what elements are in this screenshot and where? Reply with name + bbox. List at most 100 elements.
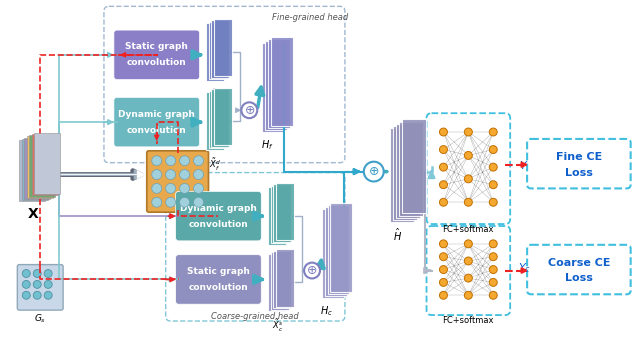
Circle shape	[33, 280, 41, 288]
Circle shape	[440, 278, 447, 286]
Circle shape	[180, 170, 189, 180]
Circle shape	[193, 197, 204, 207]
Circle shape	[440, 163, 447, 171]
Text: Coarse CE: Coarse CE	[548, 258, 610, 268]
Bar	[271, 186, 289, 243]
Bar	[330, 203, 352, 292]
Bar	[211, 89, 229, 147]
Bar	[271, 252, 289, 310]
Bar	[393, 126, 417, 220]
Text: Fine CE: Fine CE	[556, 152, 602, 162]
Bar	[268, 39, 290, 128]
Bar	[207, 92, 225, 150]
Text: $\hat{H}$: $\hat{H}$	[393, 227, 402, 243]
Circle shape	[166, 170, 175, 180]
Text: FC+softmax: FC+softmax	[443, 225, 494, 234]
Text: Loss: Loss	[565, 273, 593, 284]
Circle shape	[489, 146, 497, 154]
Circle shape	[440, 146, 447, 154]
Circle shape	[166, 197, 175, 207]
Bar	[273, 251, 291, 308]
Bar	[214, 19, 232, 76]
Text: $\tilde{X}_c^s$: $\tilde{X}_c^s$	[271, 318, 283, 334]
Bar	[328, 205, 349, 294]
Bar	[273, 185, 291, 242]
Circle shape	[489, 128, 497, 136]
Bar	[211, 20, 229, 78]
Circle shape	[152, 184, 162, 193]
Circle shape	[193, 170, 204, 180]
Circle shape	[489, 278, 497, 286]
Text: $\tilde{X}_c^d$: $\tilde{X}_c^d$	[271, 252, 283, 268]
Circle shape	[489, 163, 497, 171]
Circle shape	[489, 240, 497, 248]
FancyBboxPatch shape	[175, 255, 261, 304]
Text: Dynamic graph: Dynamic graph	[180, 204, 257, 213]
Bar	[265, 41, 287, 130]
Bar	[262, 43, 284, 132]
Text: Loss: Loss	[565, 168, 593, 177]
Bar	[276, 183, 294, 240]
Bar	[209, 91, 227, 148]
FancyBboxPatch shape	[147, 151, 209, 212]
Circle shape	[465, 128, 472, 136]
Circle shape	[440, 266, 447, 273]
Text: $\oplus$: $\oplus$	[368, 165, 380, 178]
Circle shape	[193, 156, 204, 166]
Text: Static graph: Static graph	[125, 42, 188, 51]
Circle shape	[440, 253, 447, 261]
Text: $\oplus$: $\oplus$	[244, 104, 255, 117]
Text: $\oplus$: $\oplus$	[307, 264, 317, 277]
Text: Coarse-grained head: Coarse-grained head	[211, 312, 299, 321]
Circle shape	[33, 291, 41, 299]
Bar	[399, 121, 422, 216]
Text: $\tilde{X}_f^d$: $\tilde{X}_f^d$	[209, 157, 221, 173]
Bar	[22, 139, 48, 200]
Circle shape	[180, 197, 189, 207]
Circle shape	[22, 291, 30, 299]
Circle shape	[166, 156, 175, 166]
Circle shape	[152, 197, 162, 207]
Bar	[268, 254, 286, 311]
Circle shape	[193, 184, 204, 193]
Bar	[207, 23, 225, 81]
Bar	[390, 128, 413, 222]
Bar	[324, 207, 347, 296]
Circle shape	[440, 128, 447, 136]
Circle shape	[304, 262, 320, 278]
Bar	[271, 37, 292, 126]
Circle shape	[33, 270, 41, 277]
Circle shape	[44, 291, 52, 299]
Bar	[276, 249, 294, 307]
Text: Static graph: Static graph	[187, 267, 250, 276]
Circle shape	[489, 181, 497, 189]
Circle shape	[465, 291, 472, 299]
Circle shape	[22, 280, 30, 288]
Circle shape	[489, 291, 497, 299]
Circle shape	[465, 151, 472, 159]
Text: $Y_c$: $Y_c$	[518, 262, 531, 275]
Circle shape	[440, 291, 447, 299]
FancyBboxPatch shape	[114, 97, 200, 147]
Bar	[35, 133, 60, 194]
Circle shape	[241, 102, 257, 118]
Bar	[27, 136, 52, 198]
Text: $\tilde{X}_f^s$: $\tilde{X}_f^s$	[210, 87, 221, 104]
Text: $\hat{H}$: $\hat{H}$	[412, 159, 422, 176]
Text: Dynamic graph: Dynamic graph	[118, 110, 195, 119]
Bar	[268, 187, 286, 245]
Circle shape	[22, 270, 30, 277]
Text: convolution: convolution	[189, 220, 248, 228]
Text: Fine-grained head: Fine-grained head	[272, 13, 348, 22]
Circle shape	[489, 198, 497, 206]
Bar	[24, 138, 50, 199]
Circle shape	[465, 198, 472, 206]
Text: convolution: convolution	[127, 58, 187, 67]
Bar	[209, 22, 227, 79]
FancyBboxPatch shape	[114, 30, 200, 80]
Text: FC+softmax: FC+softmax	[443, 316, 494, 325]
Circle shape	[152, 170, 162, 180]
Circle shape	[180, 156, 189, 166]
Text: convolution: convolution	[127, 125, 187, 135]
FancyBboxPatch shape	[17, 265, 63, 310]
